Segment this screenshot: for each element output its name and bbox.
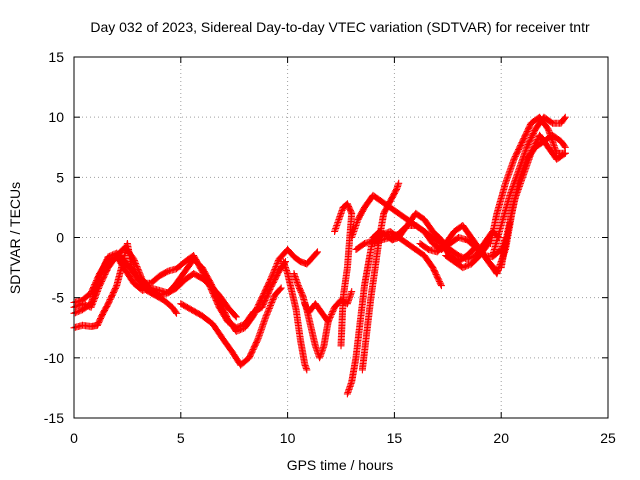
data-trace	[489, 113, 569, 259]
data-trace	[331, 200, 356, 350]
data-trace	[487, 113, 569, 247]
y-axis-label: SDTVAR / TECUs	[7, 182, 23, 294]
data-trace	[352, 228, 445, 290]
x-tick-label: 15	[387, 430, 403, 446]
y-tick-label: -10	[44, 350, 64, 366]
x-tick-label: 25	[600, 430, 616, 446]
chart-title: Day 032 of 2023, Sidereal Day-to-day VTE…	[90, 19, 590, 35]
x-tick-label: 0	[70, 430, 78, 446]
y-tick-label: -15	[44, 410, 64, 426]
x-axis-label: GPS time / hours	[287, 457, 394, 473]
data-trace	[301, 300, 332, 326]
data-trace	[493, 131, 569, 278]
data-trace	[279, 258, 311, 374]
data-trace	[177, 284, 285, 369]
x-tick-label: 5	[177, 430, 185, 446]
y-tick-label: 0	[56, 230, 64, 246]
x-tick-label: 10	[280, 430, 296, 446]
y-tick-label: 10	[48, 109, 64, 125]
y-tick-label: 5	[56, 169, 64, 185]
data-points	[70, 113, 569, 398]
x-tick-label: 20	[493, 430, 509, 446]
axis-ticks: 0 5 10 15 20 25 -15 -10 -5 0 5 10 15	[44, 49, 616, 446]
y-tick-label: 15	[48, 49, 64, 65]
y-tick-label: -5	[52, 290, 65, 306]
